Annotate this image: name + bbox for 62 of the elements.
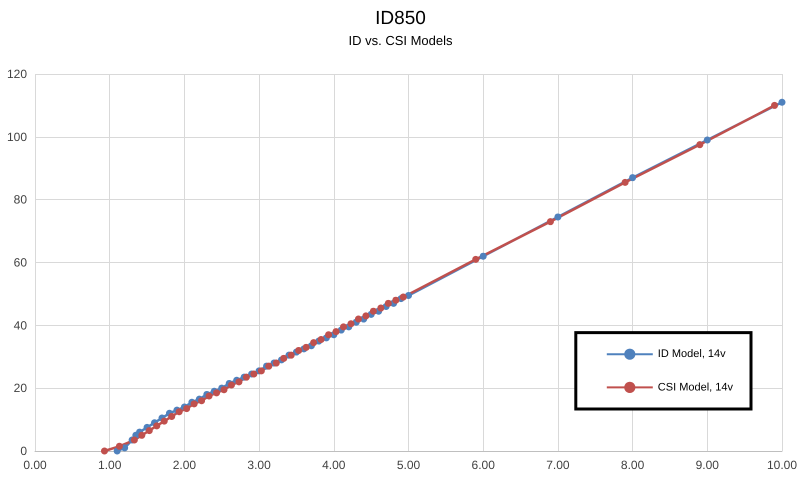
point [153, 422, 160, 430]
y-tick-label: 60 [14, 256, 28, 270]
y-tick-label: 0 [20, 444, 28, 458]
point [280, 354, 288, 362]
y-tick-label: 80 [14, 192, 28, 207]
point [546, 218, 554, 226]
point [220, 386, 228, 394]
point [116, 442, 123, 450]
point [347, 320, 354, 328]
point [696, 141, 704, 148]
x-tick-label: 3.00 [247, 458, 272, 472]
point [295, 346, 302, 354]
point [778, 98, 786, 106]
point [310, 339, 318, 346]
point [146, 427, 153, 434]
chart-subtitle: ID vs. CSI Models [348, 33, 454, 48]
x-tick-label: 10.00 [766, 458, 798, 472]
point [325, 331, 332, 338]
y-tick-label: 40 [14, 318, 28, 332]
point [629, 174, 636, 182]
point [354, 316, 362, 323]
point [168, 412, 176, 420]
point [198, 397, 206, 404]
x-tick-label: 6.00 [472, 458, 496, 472]
point [622, 178, 629, 186]
point [362, 312, 370, 320]
point [183, 405, 190, 412]
legend-label: ID Model, 14v [658, 348, 726, 360]
point [370, 308, 377, 315]
x-tick-label: 1.00 [98, 458, 122, 472]
point [377, 304, 384, 312]
x-tick-label: 9.00 [696, 458, 720, 472]
point [340, 323, 348, 330]
x-tick-label: 5.00 [396, 458, 420, 472]
point [771, 102, 778, 109]
point [392, 296, 400, 304]
x-tick-label: 4.00 [322, 458, 346, 472]
point [302, 344, 310, 351]
y-tick-label: 20 [14, 381, 28, 396]
y-tick-label: 100 [6, 130, 28, 144]
point [190, 400, 198, 408]
x-tick-label: 7.00 [546, 458, 570, 472]
chart-title: ID850 [375, 8, 426, 29]
point [554, 213, 562, 220]
point [206, 392, 213, 400]
point [138, 432, 146, 439]
y-tick-label: 120 [6, 67, 28, 81]
legend-label: CSI Model, 14v [658, 381, 734, 394]
point [100, 448, 108, 454]
x-tick-label: 0.00 [23, 458, 47, 472]
point [213, 389, 220, 396]
x-tick-label: 8.00 [620, 458, 645, 472]
x-tick-label: 2.00 [172, 458, 196, 472]
point [160, 418, 168, 425]
point [384, 300, 392, 307]
point [704, 136, 711, 144]
point [332, 328, 340, 336]
point [480, 252, 487, 260]
point [176, 408, 183, 416]
point [318, 336, 325, 343]
point [472, 256, 480, 263]
point [288, 352, 295, 359]
